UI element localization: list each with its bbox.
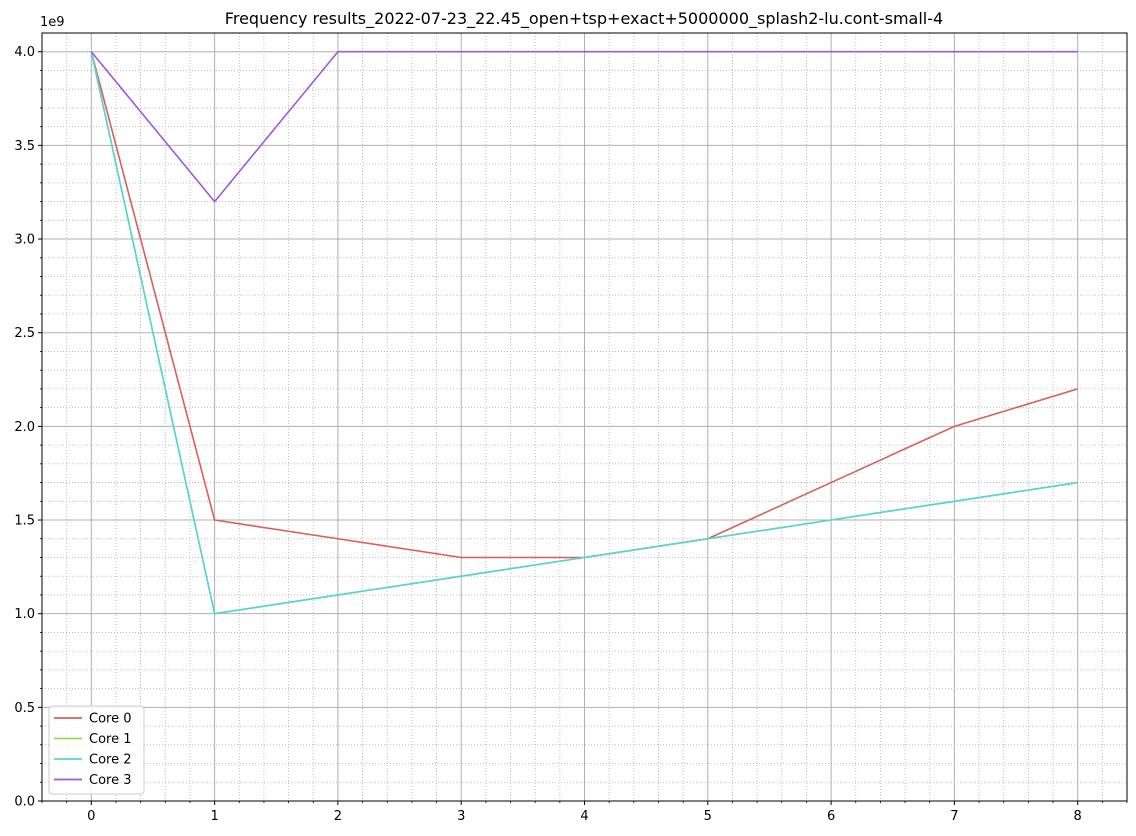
minor-grid [41,33,1128,801]
x-axis: 0 1 2 3 4 5 6 7 8 [41,801,1128,824]
y-tick-label: 0.0 [14,795,35,810]
series-line-core-2 [90,51,1078,615]
x-tick-label: 2 [334,809,342,824]
legend-label: Core 1 [89,732,132,747]
y-tick-label: 0.5 [14,701,35,716]
y-tick-label: 3.5 [14,139,35,154]
legend-label: Core 3 [89,773,132,788]
x-tick-label: 3 [457,809,465,824]
y-tick-label: 2.5 [14,326,35,341]
y-tick-label: 1.0 [14,607,35,622]
y-offset-label: 1e9 [40,15,65,30]
x-tick-label: 4 [580,809,588,824]
y-tick-label: 2.0 [14,420,35,435]
x-tick-label: 1 [210,809,218,824]
x-tick-label: 8 [1074,809,1082,824]
y-axis: 0.0 0.5 1.0 1.5 2.0 2.5 3.0 3.5 4.0 [14,45,42,810]
series-line-core-3 [90,50,1078,203]
legend-label: Core 2 [89,753,132,768]
legend: Core 0 Core 1 Core 2 Core 3 [48,705,145,795]
x-tick-label: 0 [87,809,95,824]
series-lines [90,50,1078,615]
y-tick-label: 1.5 [14,514,35,529]
y-tick-label: 4.0 [14,45,35,60]
major-grid [42,33,1127,802]
x-tick-label: 7 [950,809,958,824]
x-tick-label: 6 [827,809,835,824]
legend-label: Core 0 [89,712,132,727]
y-tick-label: 3.0 [14,233,35,248]
chart-title: Frequency results_2022-07-23_22.45_open+… [225,9,943,29]
legend-box [48,705,145,795]
x-tick-label: 5 [704,809,712,824]
